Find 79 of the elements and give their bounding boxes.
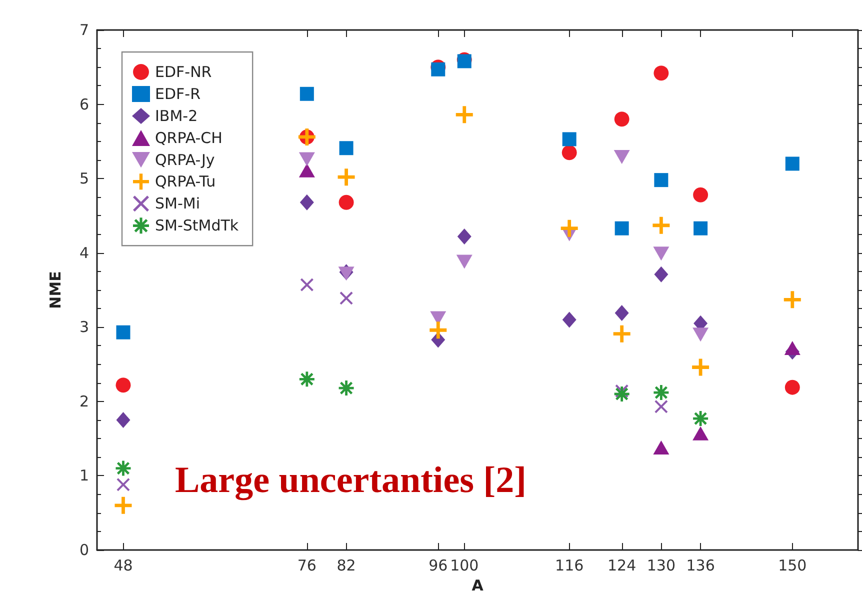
point (116, 378, 131, 393)
point (456, 106, 473, 124)
x-axis-title: A (472, 576, 484, 594)
point (562, 145, 577, 160)
legend-label: SM-Mi (155, 194, 200, 213)
y-tick-label: 5 (79, 170, 89, 188)
point (298, 152, 315, 166)
point (562, 312, 576, 328)
point (338, 194, 354, 210)
point (654, 266, 668, 282)
point (456, 254, 472, 269)
x-tick-label: 96 (428, 556, 448, 574)
x-tick-label: 82 (336, 556, 356, 574)
point (692, 358, 710, 376)
x-tick-label: 76 (297, 556, 316, 574)
point (339, 141, 354, 156)
legend-label: QRPA-Tu (155, 172, 216, 191)
point (694, 221, 708, 236)
x-tick-label: 130 (646, 556, 676, 574)
point (430, 322, 447, 339)
y-axis-title: NME (46, 271, 64, 309)
point (614, 112, 630, 127)
point (785, 156, 800, 171)
annotation: Large uncertanties [2] (175, 460, 526, 501)
point (116, 325, 130, 340)
legend-label: EDF-R (155, 85, 200, 103)
y-tick-label: 7 (79, 21, 89, 39)
y-tick-label: 0 (79, 541, 89, 559)
point (614, 386, 630, 402)
point (614, 221, 629, 236)
point (114, 496, 132, 514)
point (457, 228, 472, 245)
point (654, 385, 669, 400)
point (614, 150, 630, 164)
y-tick-label: 4 (79, 244, 89, 262)
point (654, 400, 668, 414)
x-tick-label: 48 (114, 556, 133, 574)
y-tick-label: 1 (79, 466, 89, 485)
legend-label: QRPA-CH (155, 129, 222, 147)
point (300, 278, 314, 292)
point (654, 173, 668, 188)
x-tick-label: 150 (778, 556, 807, 574)
point (654, 66, 669, 81)
x-tick-label: 100 (450, 556, 479, 574)
point (653, 440, 670, 454)
point (652, 216, 670, 234)
point (614, 305, 629, 322)
point (784, 291, 801, 308)
y-tick-label: 3 (79, 318, 89, 336)
point (116, 460, 131, 476)
point (338, 266, 354, 281)
x-tick-label: 124 (608, 556, 636, 574)
point (298, 163, 315, 178)
point (300, 86, 314, 101)
legend-label: SM-StMdTk (155, 216, 239, 235)
x-tick-label: 116 (555, 556, 584, 574)
point (338, 168, 355, 186)
legend-label: EDF-NR (155, 63, 212, 81)
point (338, 380, 354, 396)
point (692, 426, 709, 440)
y-tick-label: 2 (79, 392, 89, 410)
point (300, 194, 314, 210)
point (784, 380, 800, 395)
point (562, 132, 576, 146)
legend-label: QRPA-Jy (155, 150, 215, 169)
point (340, 292, 353, 305)
point (653, 246, 670, 261)
legend-label: IBM-2 (155, 107, 198, 125)
point (299, 372, 314, 387)
point (693, 187, 708, 202)
y-tick-label: 6 (79, 95, 89, 114)
point (116, 478, 130, 492)
point (116, 412, 130, 428)
point (693, 411, 708, 426)
point (613, 325, 630, 342)
point (784, 340, 800, 355)
point (560, 220, 578, 237)
point (692, 328, 709, 342)
x-tick-label: 136 (686, 556, 715, 574)
